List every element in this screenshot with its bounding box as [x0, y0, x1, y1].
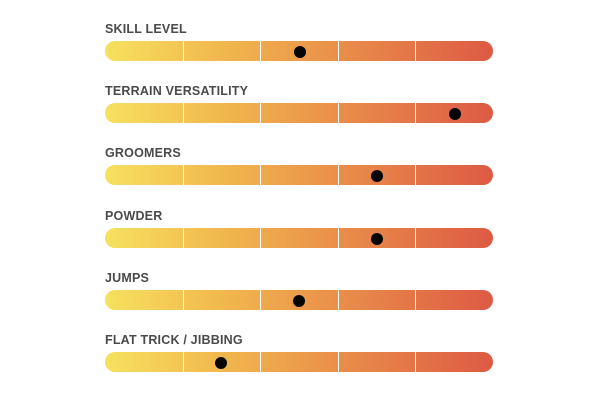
rating-scale-bar — [105, 227, 493, 248]
rating-marker — [370, 170, 383, 183]
scale-divider — [415, 351, 417, 372]
rating-scale-bar — [105, 103, 493, 124]
rating-terrain-versatility: TERRAIN VERSATILITY — [105, 82, 493, 144]
scale-divider — [337, 289, 339, 310]
scale-divider — [337, 103, 339, 124]
rating-marker — [215, 356, 228, 369]
scale-divider — [415, 165, 417, 186]
scale-divider — [182, 41, 184, 61]
scale-divider — [260, 103, 262, 124]
scale-divider — [182, 351, 184, 372]
rating-marker — [370, 232, 383, 245]
rating-flat-trick-jibbing: FLAT TRICK / JIBBING — [105, 331, 493, 393]
scale-divider — [415, 103, 417, 124]
rating-scale-bar — [105, 351, 493, 372]
scale-divider — [260, 41, 262, 61]
scale-divider — [260, 227, 262, 248]
rating-marker — [293, 294, 305, 307]
scale-divider — [415, 227, 417, 248]
ratings-panel: SKILL LEVEL TERRAIN VERSATILITY GROOMERS… — [105, 20, 493, 393]
scale-divider — [415, 289, 417, 310]
rating-marker — [448, 108, 461, 121]
scale-divider — [337, 41, 339, 61]
scale-divider — [260, 165, 262, 186]
scale-divider — [182, 165, 184, 186]
rating-powder: POWDER — [105, 207, 493, 269]
rating-skill-level: SKILL LEVEL — [105, 20, 493, 82]
scale-divider — [337, 227, 339, 248]
scale-divider — [415, 41, 417, 61]
rating-label: SKILL LEVEL — [105, 22, 187, 36]
scale-divider — [260, 289, 262, 310]
rating-label: GROOMERS — [105, 146, 181, 161]
rating-label: TERRAIN VERSATILITY — [105, 84, 249, 99]
scale-divider — [260, 351, 262, 372]
rating-label: JUMPS — [105, 270, 150, 285]
scale-divider — [337, 351, 339, 372]
scale-divider — [182, 289, 184, 310]
scale-divider — [337, 165, 339, 186]
scale-divider — [182, 103, 184, 124]
rating-label: FLAT TRICK / JIBBING — [105, 332, 243, 347]
rating-groomers: GROOMERS — [105, 144, 493, 206]
rating-marker — [293, 46, 306, 58]
rating-scale-bar — [105, 165, 493, 186]
rating-jumps: JUMPS — [105, 269, 493, 331]
rating-label: POWDER — [105, 208, 163, 223]
scale-divider — [182, 227, 184, 248]
